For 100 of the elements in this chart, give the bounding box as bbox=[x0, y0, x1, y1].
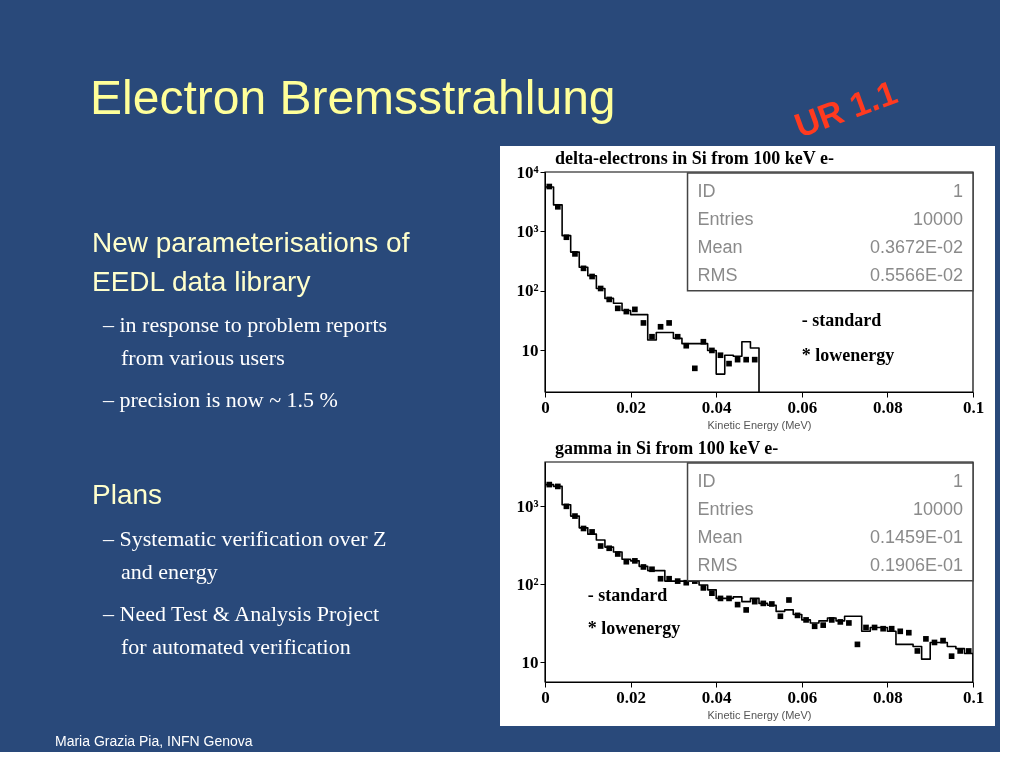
point bbox=[666, 575, 672, 582]
point bbox=[674, 578, 681, 584]
x-tick-label: 0 bbox=[541, 687, 550, 707]
point bbox=[623, 308, 630, 315]
series-label: * lowenergy bbox=[587, 617, 681, 638]
point bbox=[691, 365, 698, 372]
x-tick-label: 0.1 bbox=[962, 687, 985, 707]
point bbox=[726, 360, 732, 367]
point bbox=[820, 622, 827, 628]
point bbox=[632, 306, 638, 313]
point bbox=[657, 323, 664, 330]
point bbox=[803, 617, 809, 623]
point bbox=[589, 273, 595, 280]
x-tick-label: 0.1 bbox=[962, 397, 985, 417]
point bbox=[606, 545, 613, 552]
point bbox=[589, 529, 595, 535]
point bbox=[563, 503, 570, 510]
point bbox=[640, 320, 647, 326]
text: – Systematic verification over Z and energy bbox=[102, 526, 387, 584]
point bbox=[743, 356, 749, 363]
point bbox=[623, 558, 630, 565]
x-tick-label: 0.08 bbox=[873, 687, 903, 707]
text: Maria Grazia Pia, INFN Genova bbox=[55, 733, 253, 749]
point bbox=[683, 342, 690, 349]
text: Mean 0.1459E-01 bbox=[697, 527, 963, 547]
text: Plans bbox=[92, 479, 163, 510]
point bbox=[640, 564, 647, 570]
x-axis-title: Kinetic Energy (MeV) bbox=[707, 418, 812, 431]
text: New parameterisations of EEDL data library bbox=[92, 227, 410, 297]
text: – Need Test & Analysis Project for automated verification bbox=[102, 601, 380, 659]
text: Entries 10000 bbox=[697, 499, 963, 519]
point bbox=[837, 619, 844, 625]
point bbox=[572, 513, 578, 519]
point bbox=[905, 629, 912, 636]
point bbox=[948, 653, 955, 660]
series-label: - standard bbox=[587, 584, 668, 605]
point bbox=[649, 333, 655, 340]
point bbox=[811, 623, 818, 630]
point bbox=[880, 625, 886, 632]
point bbox=[657, 575, 664, 582]
point bbox=[649, 566, 655, 573]
y-tick-label: 10⁴ bbox=[516, 162, 539, 182]
point bbox=[828, 617, 835, 623]
y-tick-label: 10² bbox=[516, 574, 539, 594]
point bbox=[923, 636, 929, 642]
point bbox=[786, 597, 792, 603]
point bbox=[606, 296, 613, 303]
point bbox=[760, 600, 767, 607]
text: Entries 10000 bbox=[697, 209, 963, 229]
point bbox=[700, 585, 707, 591]
point bbox=[743, 607, 749, 613]
point bbox=[546, 481, 553, 488]
point bbox=[572, 251, 578, 257]
y-tick-label: 10³ bbox=[516, 221, 539, 241]
text: UR 1.1 bbox=[789, 72, 902, 145]
text: Mean 0.3672E-02 bbox=[697, 237, 963, 257]
point bbox=[546, 183, 553, 190]
chart-title: gamma in Si from 100 keV e- bbox=[555, 438, 779, 458]
point bbox=[777, 613, 784, 620]
point bbox=[555, 203, 561, 210]
x-tick-label: 0.04 bbox=[701, 397, 733, 417]
point bbox=[614, 551, 621, 557]
text: ID 1 bbox=[697, 181, 963, 201]
point bbox=[888, 625, 895, 632]
text: ID 1 bbox=[697, 471, 963, 491]
x-tick-label: 0.02 bbox=[616, 687, 646, 707]
point bbox=[846, 620, 852, 626]
point bbox=[555, 483, 561, 490]
x-tick-label: 0.04 bbox=[701, 687, 733, 707]
point bbox=[897, 628, 904, 635]
text: RMS 0.5566E-02 bbox=[697, 265, 963, 285]
point bbox=[597, 543, 604, 549]
point bbox=[674, 333, 681, 340]
y-tick-label: 10² bbox=[516, 281, 539, 301]
point bbox=[965, 648, 972, 654]
point bbox=[726, 595, 732, 602]
text: – in response to problem reports from various users bbox=[102, 312, 388, 370]
x-tick-label: 0.08 bbox=[873, 397, 903, 417]
x-tick-label: 0 bbox=[541, 397, 550, 417]
x-tick-label: 0.02 bbox=[616, 397, 646, 417]
point bbox=[769, 601, 775, 607]
x-axis-title: Kinetic Energy (MeV) bbox=[707, 708, 812, 721]
point bbox=[614, 305, 621, 312]
text: Electron Bremsstrahlung bbox=[90, 71, 616, 124]
y-tick-label: 10 bbox=[521, 340, 539, 360]
text: – precision is now ~ 1.5 % bbox=[102, 387, 338, 412]
y-tick-label: 10 bbox=[521, 652, 539, 672]
x-tick-label: 0.06 bbox=[787, 397, 818, 417]
x-tick-label: 0.06 bbox=[787, 687, 818, 707]
point bbox=[632, 558, 638, 564]
text: * lowenergy bbox=[801, 345, 895, 366]
y-tick-label: 10³ bbox=[516, 496, 539, 516]
point bbox=[863, 624, 869, 631]
chart-title: delta-electrons in Si from 100 keV e- bbox=[555, 148, 834, 168]
point bbox=[563, 234, 570, 241]
text: RMS 0.1906E-01 bbox=[697, 555, 963, 575]
point bbox=[709, 347, 715, 354]
point bbox=[709, 590, 715, 597]
point bbox=[717, 352, 724, 359]
point bbox=[940, 637, 946, 644]
